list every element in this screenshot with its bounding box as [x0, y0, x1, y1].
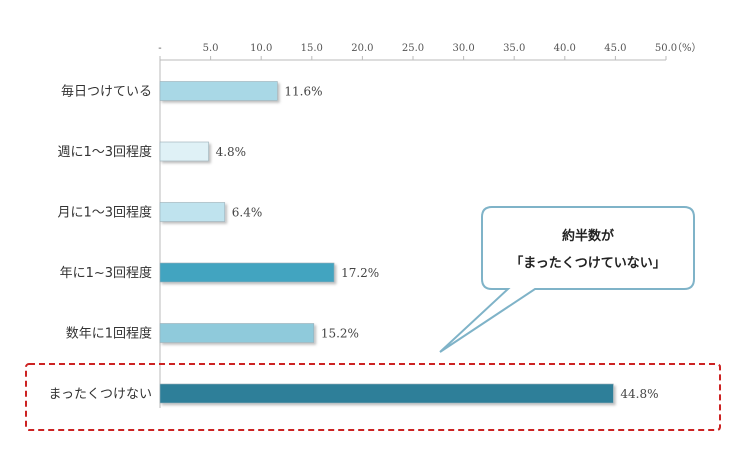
x-tick-label: 30.0 — [452, 43, 474, 54]
x-tick-label: 45.0 — [604, 43, 626, 54]
x-tick-label: 25.0 — [402, 43, 424, 54]
value-labels: 11.6% 4.8% 6.4% 17.2% 15.2% 44.8% — [216, 85, 659, 402]
x-tick-label: 20.0 — [351, 43, 373, 54]
bars — [159, 81, 614, 404]
bar — [159, 202, 226, 222]
category-label: 数年に1回程度 — [66, 326, 152, 342]
category-label: 週に1～3回程度 — [57, 144, 152, 160]
x-tick-label: 5.0 — [203, 43, 219, 54]
bar — [159, 383, 614, 404]
bar — [159, 81, 278, 101]
highlight-dashed-box — [25, 363, 721, 431]
category-label: 毎日つけている — [61, 84, 152, 100]
callout-bubble: 約半数が 「まったくつけていない」 — [439, 206, 695, 353]
x-tick-label: 40.0 — [554, 43, 576, 54]
x-tick-label: - — [158, 43, 161, 54]
category-label: まったくつけない — [49, 387, 152, 402]
value-label: 4.8% — [216, 145, 247, 159]
bar — [159, 262, 335, 283]
callout-line1: 約半数が — [562, 228, 614, 244]
x-axis-unit: （%） — [672, 42, 702, 54]
callout-line2: 「まったくつけていない」 — [510, 255, 665, 271]
x-axis-ticks: - 5.0 10.0 15.0 20.0 25.0 30.0 35.0 40.0 45.0 50.0 — [158, 43, 677, 60]
x-tick-label: 35.0 — [503, 43, 525, 54]
value-label: 11.6% — [284, 85, 322, 99]
value-label: 15.2% — [321, 327, 359, 341]
bar — [159, 323, 315, 343]
value-label: 17.2% — [341, 266, 379, 280]
value-label: 6.4% — [232, 206, 263, 220]
callout-shape — [439, 206, 695, 353]
category-label: 年に1~3回程度 — [60, 265, 152, 281]
category-labels: 毎日つけている週に1～3回程度月に1～3回程度年に1~3回程度数年に1回程度まっ… — [49, 84, 152, 403]
value-label: 44.8% — [620, 387, 658, 401]
x-tick-label: 10.0 — [250, 43, 272, 54]
x-tick-label: 15.0 — [301, 43, 323, 54]
bar — [159, 141, 209, 162]
x-tick-label: 50.0 — [655, 43, 677, 54]
category-label: 月に1～3回程度 — [57, 205, 152, 221]
